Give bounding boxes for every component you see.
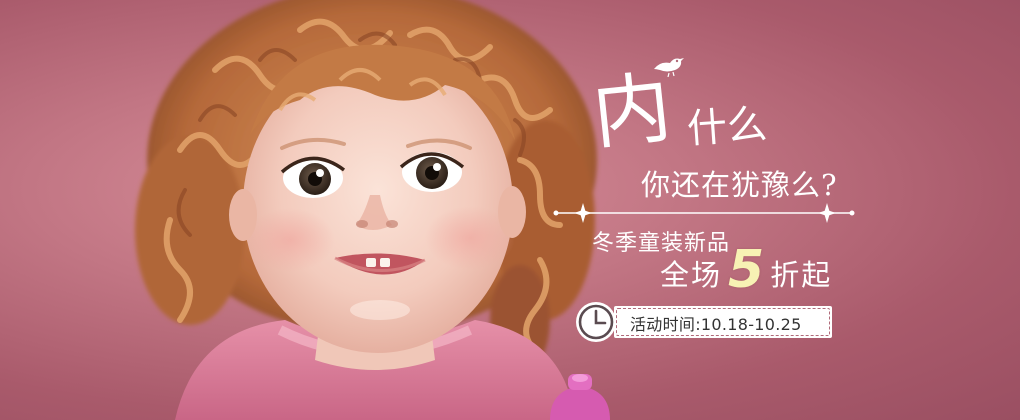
offer-number: 5 — [728, 240, 765, 300]
sippy-cup-image — [550, 374, 610, 420]
headline-group: 内 什么 — [585, 55, 885, 175]
event-time-text: 活动时间:10.18-10.25 — [630, 315, 802, 334]
headline-big-text: 内 — [588, 63, 676, 161]
headline-small-text: 什么 — [685, 101, 769, 153]
bird-icon — [654, 58, 684, 77]
offer-suffix: 折起 — [770, 258, 833, 292]
offer-prefix: 全场 — [660, 258, 723, 292]
clock-icon — [576, 302, 616, 342]
subline-text: 冬季童装新品 — [592, 231, 731, 256]
event-time-badge: 活动时间:10.18-10.25 — [614, 306, 832, 338]
discount-offer: 全场 5 折起 — [660, 240, 832, 300]
sparkle-divider — [553, 203, 855, 223]
question-text: 你还在犹豫么? — [641, 168, 838, 202]
